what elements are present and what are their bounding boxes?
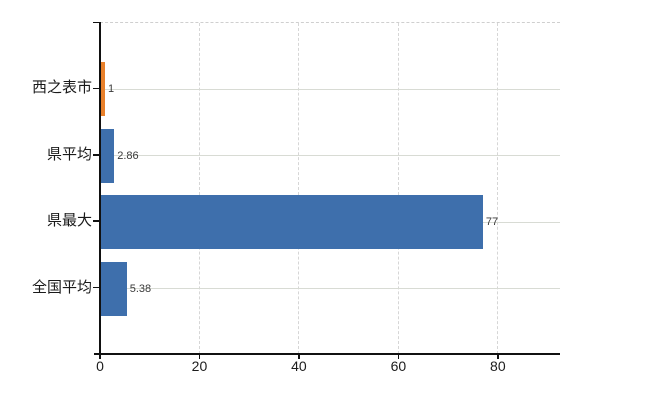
vertical-gridline (497, 23, 499, 354)
x-tick-label: 0 (96, 358, 104, 374)
category-label: 全国平均 (31, 278, 92, 296)
bar-value-label: 77 (485, 216, 499, 229)
x-axis-tick (298, 354, 300, 359)
horizontal-gridline (100, 288, 560, 290)
bar-value-label: 2.86 (117, 149, 139, 162)
category-label: 県最大 (46, 212, 92, 230)
x-axis-tick (99, 354, 101, 359)
bar (100, 195, 483, 250)
bar (100, 128, 115, 183)
x-tick-label: 80 (490, 358, 506, 374)
vertical-gridline (397, 23, 399, 354)
y-axis-tick (93, 87, 100, 90)
horizontal-gridline (100, 88, 560, 90)
y-axis-tick (93, 21, 100, 23)
vertical-gridline (298, 23, 300, 354)
bar (100, 261, 127, 316)
vertical-gridline (198, 23, 200, 354)
category-label: 県平均 (46, 145, 92, 163)
x-axis-tick (497, 354, 499, 359)
bar (100, 62, 105, 117)
x-axis-tick (198, 354, 201, 359)
plot-area: 1 2.86 77 5.38 (100, 22, 560, 354)
y-axis-tick (93, 220, 100, 222)
x-axis-line (94, 353, 560, 355)
bar-value-label: 1 (107, 83, 115, 96)
y-axis-line (99, 22, 101, 358)
bar-value-label: 5.38 (129, 282, 152, 295)
y-axis-tick (93, 286, 100, 289)
category-label: 西之表市 (31, 79, 92, 97)
x-tick-label: 60 (390, 358, 407, 374)
x-tick-label: 40 (291, 358, 307, 374)
x-tick-label: 20 (191, 358, 208, 374)
horizontal-gridline (100, 155, 560, 157)
x-axis-tick (397, 354, 400, 359)
y-axis-tick (93, 154, 100, 156)
